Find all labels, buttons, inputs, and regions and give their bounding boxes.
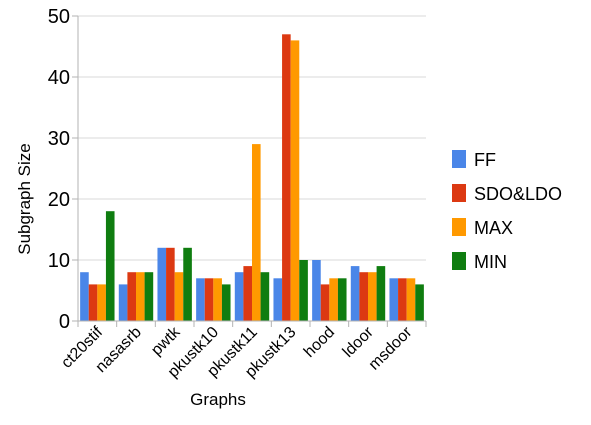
bar-max-msdoor [407,278,416,321]
bar-ff-pkustk13 [273,278,282,321]
bar-sdo-ldo-pwtk [166,248,175,321]
bar-sdo-ldo-msdoor [398,278,407,321]
bar-ff-hood [312,260,321,321]
bar-ff-msdoor [389,278,398,321]
y-tick-label: 20 [48,189,70,211]
bar-ff-ldoor [351,266,360,321]
bar-max-pkustk11 [252,144,261,321]
x-axis-title: Graphs [190,390,246,409]
bar-max-nasasrb [136,272,145,321]
y-axis-title: Subgraph Size [15,143,34,255]
bar-min-hood [338,278,347,321]
bar-max-ldoor [368,272,377,321]
bar-sdo-ldo-ct20stif [89,284,98,321]
y-tick-label: 40 [48,67,70,89]
legend-label: SDO&LDO [474,184,562,204]
bar-max-pwtk [175,272,184,321]
bar-ff-pwtk [157,248,166,321]
bar-ff-ct20stif [80,272,89,321]
bar-sdo-ldo-ldoor [359,272,368,321]
y-tick-label: 10 [48,250,70,272]
y-tick-label: 0 [59,311,70,333]
bar-sdo-ldo-pkustk11 [243,266,252,321]
legend: FF SDO&LDO MAX MIN [452,150,562,272]
legend-swatch-sdo-ldo [452,184,466,202]
bar-max-hood [329,278,338,321]
bar-min-pkustk10 [222,284,231,321]
bar-min-pkustk13 [299,260,308,321]
legend-swatch-min [452,252,466,270]
bar-sdo-ldo-pkustk13 [282,34,291,321]
bar-min-pkustk11 [261,272,270,321]
x-tick-label: hood [301,324,338,361]
bar-max-pkustk10 [213,278,222,321]
bar-min-ldoor [377,266,386,321]
bar-min-ct20stif [106,211,115,321]
legend-label: MIN [474,252,507,272]
bar-min-nasasrb [145,272,154,321]
bar-max-pkustk13 [291,40,300,321]
y-tick-label: 30 [48,128,70,150]
bar-sdo-ldo-hood [321,284,330,321]
x-tick-label: pwtk [148,323,184,359]
bar-min-pwtk [183,248,192,321]
y-tick-label: 50 [48,6,70,28]
legend-swatch-max [452,218,466,236]
x-tick-label: msdoor [366,323,416,373]
bar-max-ct20stif [97,284,106,321]
legend-label: MAX [474,218,513,238]
legend-swatch-ff [452,150,466,168]
legend-label: FF [474,150,496,170]
bar-ff-nasasrb [119,284,128,321]
bar-ff-pkustk11 [235,272,244,321]
bar-min-msdoor [415,284,424,321]
bar-ff-pkustk10 [196,278,205,321]
bar-sdo-ldo-pkustk10 [205,278,214,321]
bar-sdo-ldo-nasasrb [127,272,136,321]
